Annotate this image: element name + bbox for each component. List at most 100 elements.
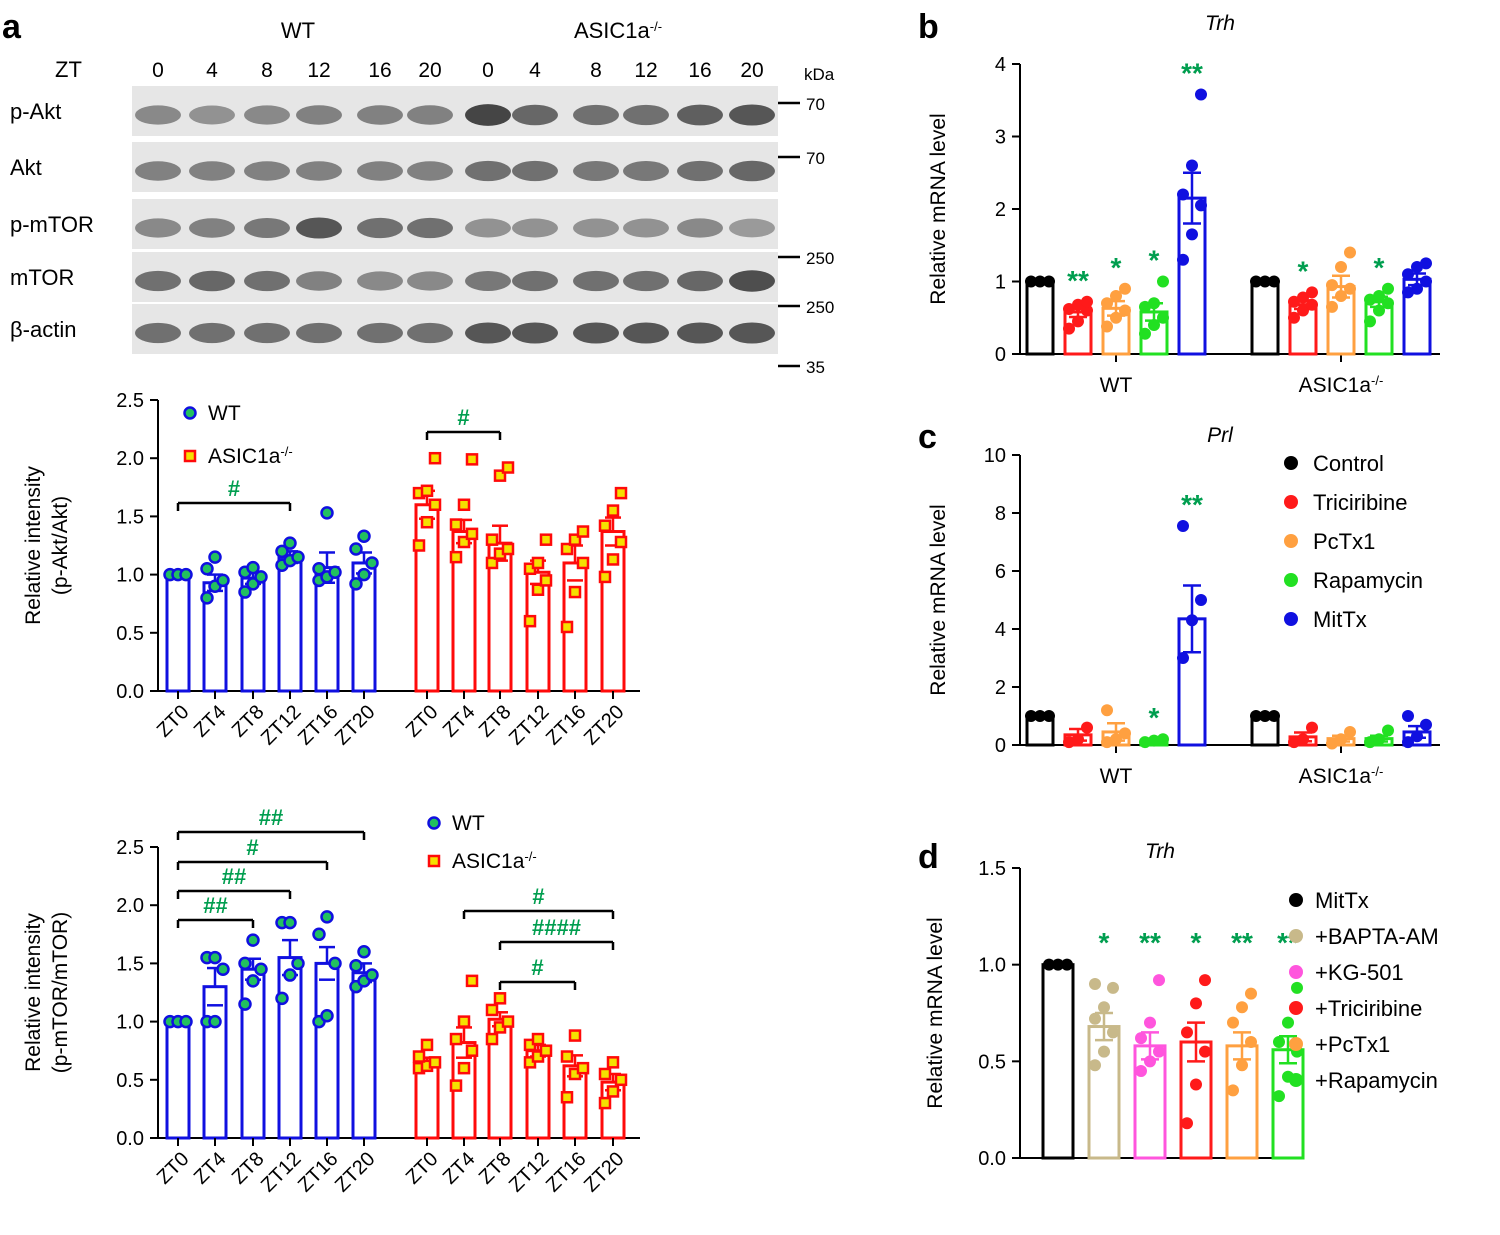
x-tick-label: ZT20 xyxy=(331,701,380,750)
chart-p-akt: 0.0 0.5 1.0 1.5 2.0 2.5 Relative intensity (p-A… xyxy=(22,390,640,750)
blot-lane-6: 0 xyxy=(482,59,494,82)
y-tick-label: 0.5 xyxy=(978,1051,1006,1073)
dot xyxy=(1098,1001,1110,1014)
legend-label: +PcTx1 xyxy=(1315,1032,1390,1057)
dot xyxy=(1148,319,1160,331)
dot xyxy=(1157,275,1169,288)
dot xyxy=(1273,1090,1285,1103)
dot xyxy=(1259,275,1271,288)
blot-band-2-3 xyxy=(296,217,342,239)
dot xyxy=(493,992,507,1005)
dot xyxy=(568,533,582,546)
sig-star: * xyxy=(1149,245,1160,276)
blot-band-4-5 xyxy=(407,322,453,344)
dot xyxy=(1306,286,1318,299)
y-tick-label: 2.5 xyxy=(116,837,144,859)
blot-band-0-0 xyxy=(135,105,181,125)
legend-marker xyxy=(1289,1037,1303,1051)
dot xyxy=(1420,718,1432,731)
dot xyxy=(1110,733,1122,746)
blot-band-4-2 xyxy=(244,322,290,344)
x-tick-label: ZT4 xyxy=(190,701,231,742)
dot xyxy=(501,461,515,474)
dot xyxy=(1025,275,1037,288)
legend-marker xyxy=(1289,1073,1303,1087)
y-axis-title: Relative mRNA level xyxy=(924,917,947,1108)
dot xyxy=(614,1073,628,1087)
chart-title: Trh xyxy=(1145,840,1175,863)
dot xyxy=(576,525,590,538)
legend-label: Control xyxy=(1313,451,1384,476)
dot xyxy=(606,1056,620,1069)
dot xyxy=(1344,282,1356,295)
y-tick-label: 1.5 xyxy=(978,858,1006,880)
dot xyxy=(1382,297,1394,310)
blot-marker-1: 70 xyxy=(806,149,825,168)
dot xyxy=(238,956,252,971)
dot xyxy=(357,529,371,543)
blot-marker-2: 250 xyxy=(806,249,834,268)
bar-WT-ZT0 xyxy=(165,1020,191,1140)
dot xyxy=(1190,997,1202,1010)
dot xyxy=(1101,297,1113,310)
blot-lane-labels: 0 4 8 12 16 20 0 4 8 12 16 20 xyxy=(152,59,764,82)
y-axis-title: Relative mRNA level xyxy=(927,504,950,695)
y-tick-label: 0.5 xyxy=(116,1070,144,1092)
legend-marker xyxy=(1289,929,1303,943)
dot xyxy=(598,1067,612,1081)
blot-row-label-0: p-Akt xyxy=(10,99,61,124)
dot xyxy=(216,573,230,588)
dot xyxy=(1245,1036,1257,1048)
sig-star: * xyxy=(1099,927,1110,958)
dot xyxy=(349,577,363,591)
dot xyxy=(1288,736,1300,749)
y-tick-label: 6 xyxy=(995,561,1006,583)
legend-marker xyxy=(1284,573,1298,587)
dot xyxy=(365,968,379,982)
dot xyxy=(1282,1016,1294,1029)
dot xyxy=(1335,733,1347,746)
dot xyxy=(598,1096,612,1110)
dot xyxy=(328,565,342,580)
sig-star: * xyxy=(1111,252,1122,283)
dot xyxy=(1034,275,1046,288)
dot xyxy=(606,1085,620,1098)
dot xyxy=(312,562,326,576)
blot-band-3-2 xyxy=(244,270,290,292)
legend-label-sup: -/- xyxy=(280,444,292,459)
blot-ko-label: ASIC1a-/- xyxy=(574,18,662,43)
sig-star: * xyxy=(1149,702,1160,733)
blot-lane-7: 4 xyxy=(529,59,541,82)
y-tick-label: 0.5 xyxy=(116,623,144,645)
dot xyxy=(1107,981,1119,994)
dot xyxy=(539,533,553,546)
x-tick-label: ZT12 xyxy=(505,1148,554,1197)
x-group-label: ASIC1a-/- xyxy=(1299,764,1384,789)
blot-band-0-5 xyxy=(407,105,453,125)
dot xyxy=(1107,1026,1119,1039)
dot xyxy=(485,533,499,546)
dot xyxy=(1402,736,1414,749)
dot xyxy=(254,570,268,584)
dot xyxy=(598,570,612,584)
legend-label: +Triciribine xyxy=(1315,996,1422,1021)
dot xyxy=(465,1044,479,1057)
blot-band-4-7 xyxy=(512,322,558,344)
sig-label: ## xyxy=(203,893,227,918)
x-tick-label: ZT0 xyxy=(402,1148,443,1189)
dot xyxy=(1110,290,1122,302)
dot xyxy=(1250,710,1262,722)
sig-star: ** xyxy=(1139,927,1161,958)
blot-zt-label: ZT xyxy=(55,57,82,82)
blot-lane-0: 0 xyxy=(152,59,164,82)
legend-label: +BAPTA-AM xyxy=(1315,924,1439,949)
blot-band-0-3 xyxy=(296,105,342,125)
dot xyxy=(208,1014,222,1029)
dot xyxy=(1119,282,1131,295)
dot xyxy=(1153,974,1165,987)
dot xyxy=(1297,304,1309,317)
bar-WT-ZT4 xyxy=(202,985,228,1140)
dot xyxy=(1335,290,1347,302)
